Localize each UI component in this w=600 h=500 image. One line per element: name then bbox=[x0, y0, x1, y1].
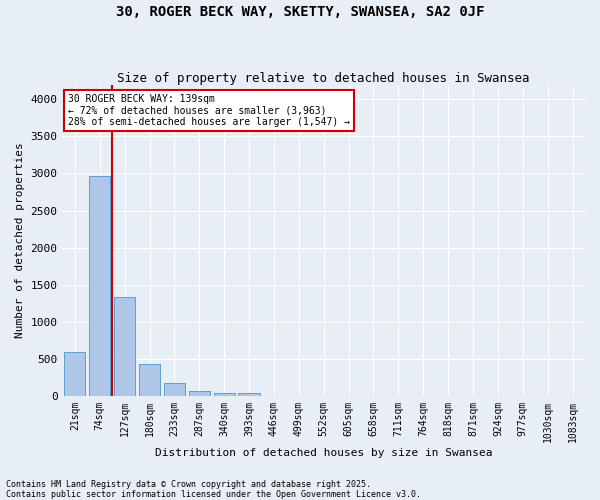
Text: 30, ROGER BECK WAY, SKETTY, SWANSEA, SA2 0JF: 30, ROGER BECK WAY, SKETTY, SWANSEA, SA2… bbox=[116, 5, 484, 19]
Text: Contains HM Land Registry data © Crown copyright and database right 2025.
Contai: Contains HM Land Registry data © Crown c… bbox=[6, 480, 421, 499]
Bar bbox=[114, 296, 135, 396]
Bar bbox=[189, 391, 210, 396]
Bar bbox=[238, 394, 260, 396]
X-axis label: Distribution of detached houses by size in Swansea: Distribution of detached houses by size … bbox=[155, 448, 493, 458]
Bar bbox=[164, 383, 185, 396]
Y-axis label: Number of detached properties: Number of detached properties bbox=[15, 142, 25, 338]
Text: 30 ROGER BECK WAY: 139sqm
← 72% of detached houses are smaller (3,963)
28% of se: 30 ROGER BECK WAY: 139sqm ← 72% of detac… bbox=[68, 94, 350, 127]
Bar bbox=[64, 352, 85, 396]
Title: Size of property relative to detached houses in Swansea: Size of property relative to detached ho… bbox=[118, 72, 530, 85]
Bar bbox=[139, 364, 160, 396]
Bar bbox=[89, 176, 110, 396]
Bar bbox=[214, 392, 235, 396]
